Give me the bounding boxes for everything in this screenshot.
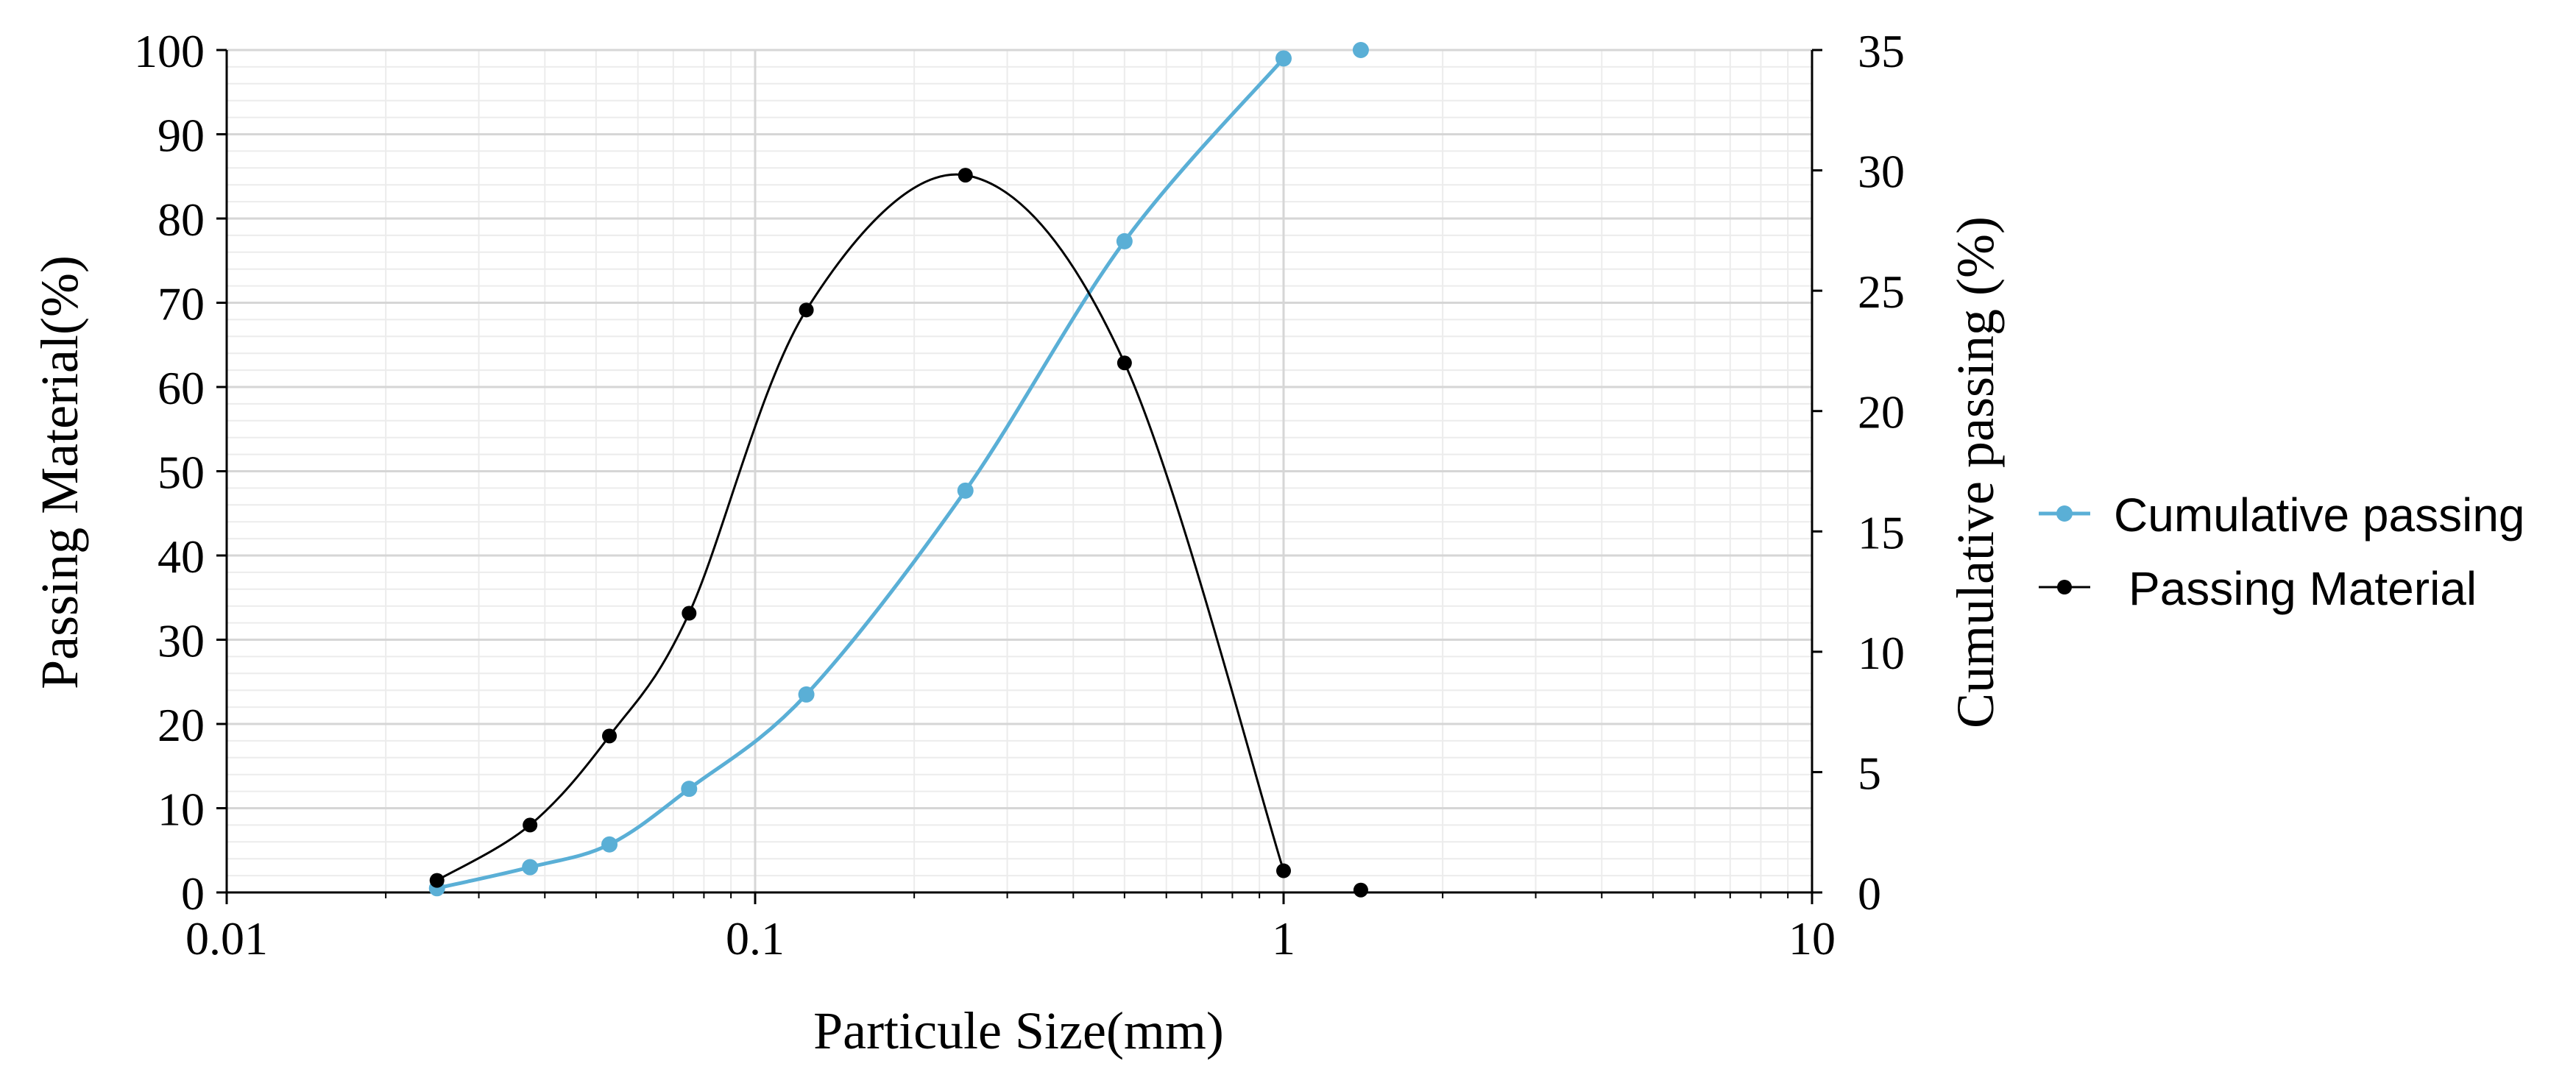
legend-marker-passing-material bbox=[2057, 580, 2072, 594]
y-tick-label-left: 60 bbox=[158, 362, 205, 414]
y-tick-label-left: 0 bbox=[181, 867, 205, 920]
legend-marker-cumulative-passing bbox=[2056, 505, 2073, 522]
data-point-cumulative-passing bbox=[522, 859, 539, 876]
axes bbox=[216, 49, 1822, 904]
data-point-passing-material bbox=[1117, 355, 1132, 371]
x-tick-label: 10 bbox=[1788, 912, 1836, 965]
data-point-passing-material bbox=[602, 728, 618, 744]
y-tick-label-right: 5 bbox=[1858, 747, 1881, 799]
y-tick-label-left: 40 bbox=[158, 530, 205, 583]
series bbox=[428, 42, 1369, 898]
grid bbox=[225, 49, 1814, 892]
y-tick-label-left: 50 bbox=[158, 447, 205, 499]
y-tick-label-left: 70 bbox=[158, 278, 205, 330]
data-point-passing-material bbox=[1353, 882, 1368, 898]
x-axis-label: Particule Size(mm) bbox=[813, 1001, 1224, 1060]
y-tick-label-left: 20 bbox=[158, 699, 205, 751]
legend: Cumulative passing Passing Material bbox=[2039, 489, 2525, 615]
data-point-cumulative-passing bbox=[601, 836, 618, 853]
x-tick-label: 0.1 bbox=[726, 912, 785, 965]
y-tick-label-right: 35 bbox=[1858, 25, 1905, 77]
data-point-cumulative-passing bbox=[681, 781, 698, 798]
y-axis-label-left: Passing Material(%) bbox=[30, 255, 89, 689]
y-tick-label-left: 30 bbox=[158, 615, 205, 667]
legend-label-passing-material: Passing Material bbox=[2129, 562, 2477, 615]
y-tick-label-left: 100 bbox=[134, 25, 205, 77]
y-tick-label-left: 10 bbox=[158, 784, 205, 836]
y-tick-label-right: 15 bbox=[1858, 506, 1905, 558]
y-tick-label-right: 10 bbox=[1858, 627, 1905, 679]
legend-label-cumulative-passing: Cumulative passing bbox=[2114, 489, 2525, 542]
y-tick-label-right: 25 bbox=[1858, 266, 1905, 318]
legend-item-cumulative-passing: Cumulative passing bbox=[2039, 489, 2525, 542]
legend-item-passing-material: Passing Material bbox=[2039, 562, 2477, 615]
y-tick-label-right: 0 bbox=[1858, 867, 1881, 920]
data-point-passing-material bbox=[682, 606, 697, 621]
y-axis-label-right: Cumulative passing (%) bbox=[1946, 216, 2005, 728]
y-tick-label-left: 90 bbox=[158, 110, 205, 162]
data-point-passing-material bbox=[429, 873, 445, 888]
data-point-passing-material bbox=[523, 817, 538, 833]
tick-labels: 0 10 20 30 40 50 60 70 80 90 100 0 5 10 15 20 25 30 35 0.01… bbox=[134, 25, 1905, 965]
data-point-passing-material bbox=[1276, 863, 1291, 878]
data-point-cumulative-passing bbox=[957, 482, 974, 499]
data-point-passing-material bbox=[958, 168, 973, 183]
x-tick-label: 0.01 bbox=[185, 912, 268, 965]
data-point-cumulative-passing bbox=[798, 686, 815, 703]
x-tick-label: 1 bbox=[1272, 912, 1295, 965]
data-point-passing-material bbox=[799, 302, 814, 318]
y-tick-label-left: 80 bbox=[158, 193, 205, 246]
data-point-cumulative-passing bbox=[1275, 50, 1292, 67]
data-point-cumulative-passing bbox=[1116, 232, 1133, 249]
data-point-cumulative-passing bbox=[1352, 42, 1369, 58]
y-tick-label-right: 20 bbox=[1858, 386, 1905, 438]
y-tick-label-right: 30 bbox=[1858, 146, 1905, 198]
